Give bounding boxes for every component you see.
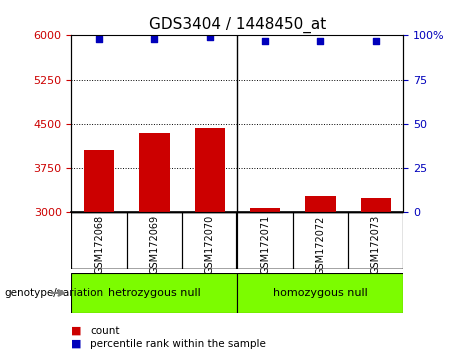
Point <box>317 38 324 44</box>
Text: GSM172073: GSM172073 <box>371 215 381 274</box>
Text: count: count <box>90 326 119 336</box>
Text: ■: ■ <box>71 339 82 349</box>
Bar <box>237 273 403 313</box>
Text: genotype/variation: genotype/variation <box>5 288 104 298</box>
Text: GSM172071: GSM172071 <box>260 215 270 274</box>
Text: homozygous null: homozygous null <box>273 288 368 298</box>
Bar <box>84 150 114 212</box>
Text: GSM172072: GSM172072 <box>315 215 325 275</box>
Bar <box>71 273 237 313</box>
Text: GSM172070: GSM172070 <box>205 215 215 274</box>
Point <box>372 38 379 44</box>
Text: GSM172069: GSM172069 <box>149 215 160 274</box>
Bar <box>195 128 225 212</box>
Bar <box>250 208 280 212</box>
Point <box>151 36 158 42</box>
Point <box>95 36 103 42</box>
Text: percentile rank within the sample: percentile rank within the sample <box>90 339 266 349</box>
Bar <box>139 133 170 212</box>
Bar <box>361 198 391 212</box>
Text: ■: ■ <box>71 326 82 336</box>
Text: hetrozygous null: hetrozygous null <box>108 288 201 298</box>
Title: GDS3404 / 1448450_at: GDS3404 / 1448450_at <box>149 16 326 33</box>
Text: GSM172068: GSM172068 <box>94 215 104 274</box>
Point <box>261 38 269 44</box>
Bar <box>305 196 336 212</box>
Point <box>206 34 213 40</box>
